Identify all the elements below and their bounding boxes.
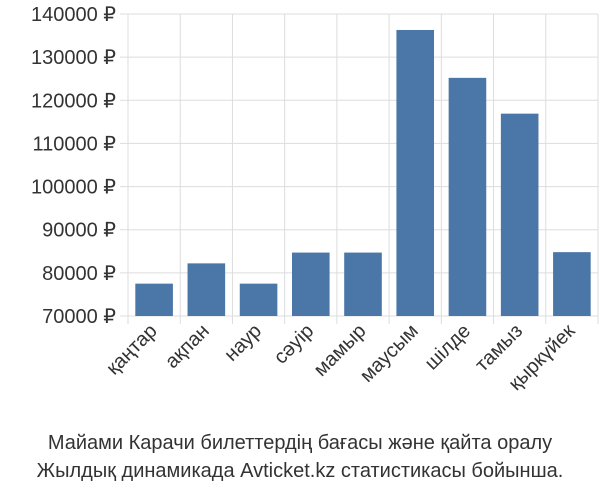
chart-caption-line2: Жылдық динамикада Avticket.kz статистика…	[36, 460, 564, 482]
x-tick-label: қаңтар	[102, 320, 161, 379]
y-tick-label: 70000 ₽	[42, 306, 116, 328]
x-tick-label: ақпан	[161, 320, 214, 373]
x-tick-label: сәуір	[270, 320, 319, 369]
y-tick-label: 90000 ₽	[42, 220, 116, 242]
bar-5	[396, 29, 435, 316]
bar-1	[187, 263, 226, 316]
y-tick-label: 80000 ₽	[42, 263, 116, 285]
x-tick-label: маусым	[356, 320, 423, 387]
bar-0	[135, 283, 173, 316]
y-tick-label: 100000 ₽	[31, 177, 116, 199]
chart-caption-line1: Майами Карачи билеттердің бағасы және қа…	[47, 432, 553, 454]
y-tick-label: 120000 ₽	[31, 90, 116, 112]
bar-4	[344, 252, 382, 316]
bar-6	[448, 77, 487, 316]
bar-7	[500, 113, 539, 316]
y-tick-label: 110000 ₽	[32, 133, 116, 155]
bar-3	[291, 252, 330, 316]
x-tick-label: наур	[220, 320, 266, 366]
bar-2	[239, 283, 278, 316]
bar-8	[553, 252, 591, 316]
y-tick-label: 140000 ₽	[31, 4, 116, 26]
y-tick-label: 130000 ₽	[31, 47, 116, 69]
bar-chart: 70000 ₽ 80000 ₽ 90000 ₽ 100000 ₽ 110000 ₽ 120…	[31, 4, 599, 395]
x-tick-label: шілде	[421, 320, 475, 374]
